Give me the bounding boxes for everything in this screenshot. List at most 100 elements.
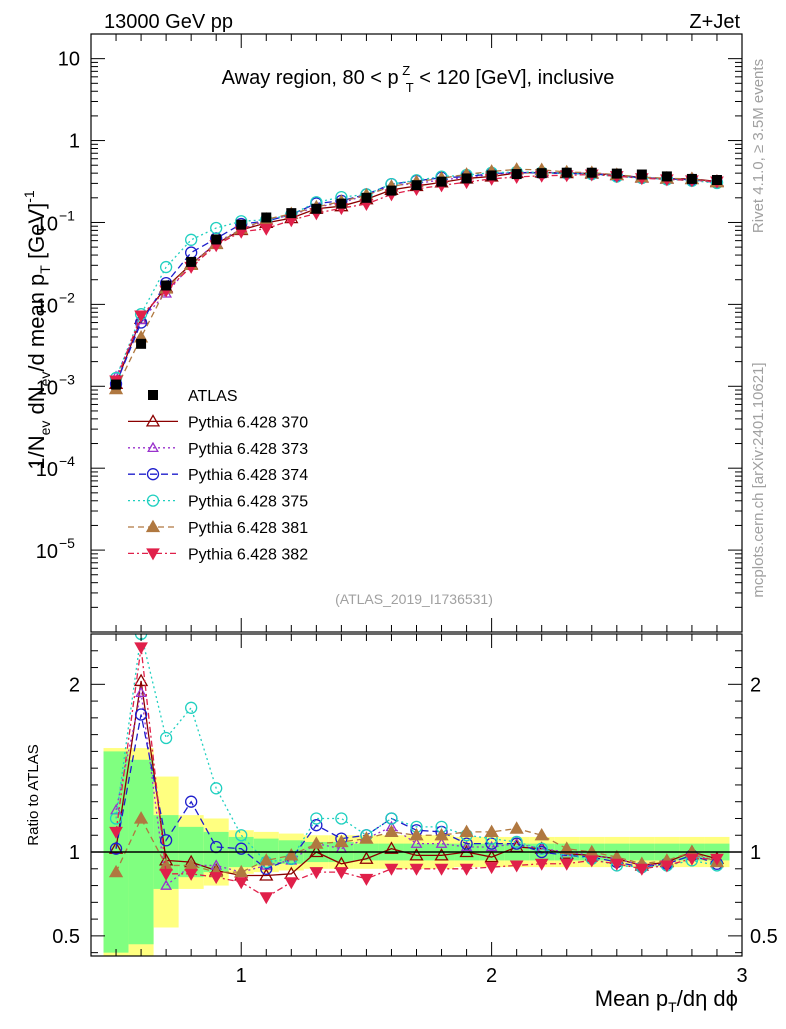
series-point-ratio (509, 821, 524, 834)
series-point-ratio (410, 837, 423, 848)
series-point-ratio (235, 842, 248, 855)
data-point (436, 176, 447, 187)
x-tick-label: 1 (236, 965, 247, 987)
series-point-ratio (184, 868, 199, 881)
data-point (561, 167, 572, 178)
data-point (261, 212, 272, 223)
series-point-ratio (710, 853, 724, 866)
data-point (586, 167, 597, 178)
series-point-ratio (133, 811, 149, 824)
x-axis-label: Mean pT/dη dϕ (595, 986, 738, 1015)
series-point-ratio (109, 842, 123, 855)
data-point (311, 203, 322, 214)
y-axis-label-ratio: Ratio to ATLAS (25, 744, 42, 845)
data-point (211, 234, 222, 245)
series-point-ratio (660, 860, 674, 873)
series-point-ratio (309, 867, 324, 880)
legend: ATLAS Pythia 6.428 370 Pythia 6.428 373 Pyt… (128, 388, 308, 563)
y-tick-label-ratio: 0.5 (52, 926, 80, 948)
series-point-ratio (235, 829, 248, 842)
series-line-main (115, 173, 717, 381)
series-point-main (259, 223, 274, 236)
series-point-main (134, 310, 148, 323)
series-point-ratio (385, 812, 398, 825)
series-point-ratio (335, 812, 348, 825)
data-point (461, 173, 472, 184)
legend-label: Pythia 6.428 374 (188, 467, 308, 484)
series-point-ratio (109, 812, 123, 825)
series-point-ratio (634, 863, 649, 876)
series-point-ratio (284, 877, 299, 890)
series-point-ratio (535, 842, 548, 855)
y-tick-label-main: 1 (69, 131, 80, 153)
series-point-ratio (134, 708, 148, 721)
series-point-ratio (310, 819, 323, 832)
series-point-ratio (284, 848, 299, 861)
y-tick-label-main: 10 (36, 541, 58, 563)
series-point-ratio (108, 864, 124, 878)
data-point (336, 198, 347, 209)
series-point-ratio (434, 827, 449, 841)
series-point-ratio (110, 803, 122, 815)
legend-label: Pythia 6.428 382 (188, 546, 308, 563)
series-point-main (210, 221, 223, 235)
legend-label-data: ATLAS (188, 388, 238, 405)
series-point-ratio (434, 863, 449, 876)
series-point-ratio (359, 851, 374, 864)
y-tick-label-exponent: −5 (59, 535, 75, 551)
series-point-ratio (435, 837, 448, 848)
series-line-main (115, 171, 718, 385)
series-point-ratio (685, 853, 699, 866)
series-line-main (115, 168, 718, 390)
header-energy: 13000 GeV pp (104, 11, 233, 33)
series-point-ratio (309, 836, 324, 849)
series-point-ratio (334, 867, 349, 880)
data-point (386, 185, 397, 196)
title-part-rest: < 120 [GeV], inclusive (419, 67, 614, 89)
data-point (536, 168, 547, 179)
legend-marker (146, 468, 160, 481)
series-point-ratio (159, 834, 173, 847)
data-point (361, 192, 372, 203)
title-part-sub: T (406, 80, 414, 95)
main-series-group (108, 162, 725, 395)
y-tick-label-main: 10 (36, 459, 58, 481)
y-tick-label-main: 10 (36, 213, 58, 235)
series-point-ratio (485, 840, 498, 852)
rivet-version-label: Rivet 4.1.0, ≥ 3.5M events (750, 59, 767, 233)
series-point-ratio (459, 824, 474, 838)
y-tick-label-ratio-right: 0.5 (750, 926, 778, 948)
series-point-ratio (210, 782, 223, 795)
title-part-region: Away region, 80 < (222, 67, 388, 89)
series-point-ratio (134, 642, 148, 655)
series-point-ratio (359, 831, 374, 844)
series-point-ratio (135, 686, 147, 697)
series-line-main (115, 171, 718, 379)
y-tick-label-exponent: −2 (59, 289, 75, 305)
legend-marker (145, 519, 161, 533)
series-line-main (115, 171, 718, 377)
main-panel-frame (90, 33, 743, 633)
series-point-ratio (234, 864, 249, 878)
legend-marker (145, 414, 161, 427)
legend-label: Pythia 6.428 375 (188, 494, 308, 511)
data-point (711, 174, 722, 185)
series-point-ratio (510, 835, 523, 849)
y-tick-label-main: 10 (36, 295, 58, 317)
data-point (161, 280, 172, 291)
legend-label: Pythia 6.428 370 (188, 414, 308, 431)
x-tick-label: 2 (486, 965, 497, 987)
data-point (686, 173, 697, 184)
data-point (486, 170, 497, 181)
series-point-ratio (109, 826, 123, 839)
series-point-ratio (159, 731, 173, 745)
series-point-ratio (485, 837, 498, 850)
data-point (136, 338, 147, 349)
series-point-ratio (484, 862, 499, 875)
series-point-ratio (159, 868, 173, 881)
y-tick-label-exponent: −3 (59, 371, 75, 387)
series-point-ratio (160, 879, 173, 890)
data-point (186, 256, 197, 267)
